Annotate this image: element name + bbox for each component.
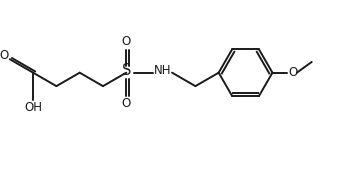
- Text: O: O: [0, 49, 9, 62]
- Text: O: O: [289, 66, 298, 79]
- Text: O: O: [122, 97, 131, 110]
- Text: NH: NH: [154, 65, 172, 77]
- Text: S: S: [121, 63, 131, 78]
- Text: O: O: [122, 35, 131, 48]
- Text: OH: OH: [25, 101, 43, 114]
